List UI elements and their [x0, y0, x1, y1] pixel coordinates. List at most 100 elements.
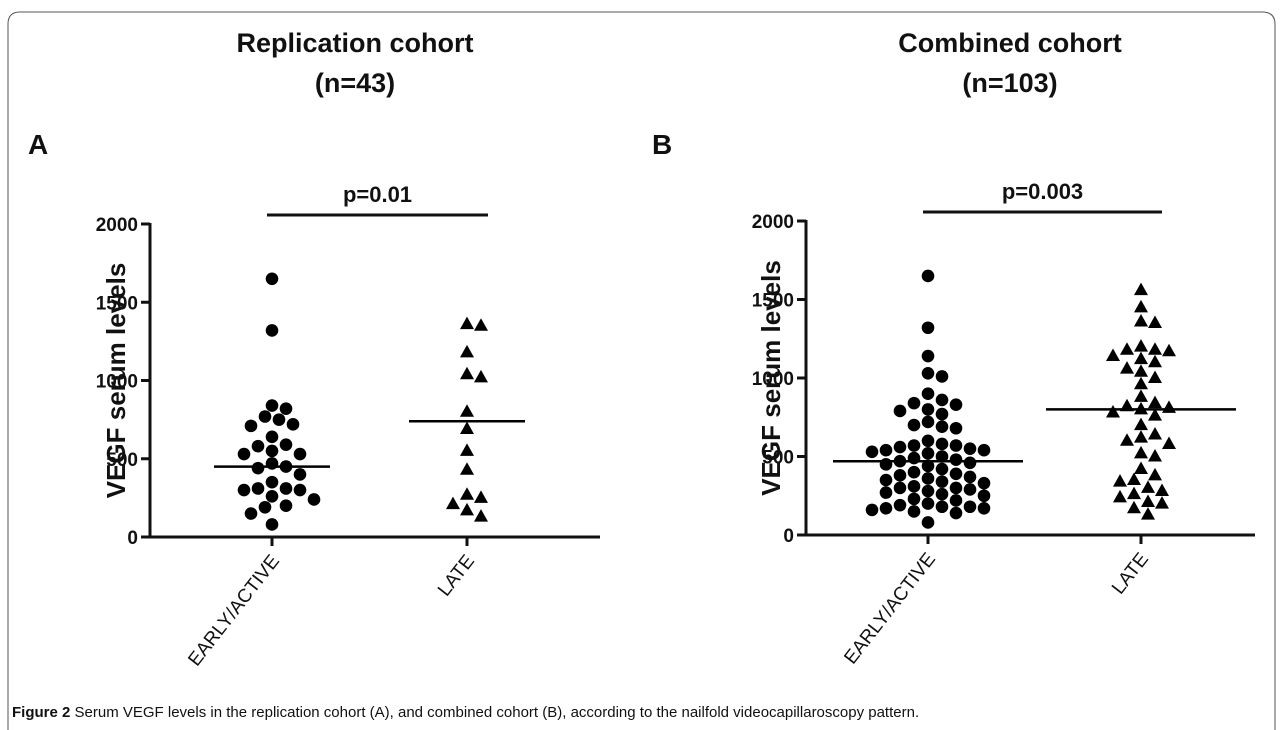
data-point	[921, 269, 935, 283]
data-point	[1141, 507, 1155, 520]
y-tick-label: 1000	[752, 369, 794, 390]
data-point	[237, 447, 251, 461]
x-tick-label: LATE	[1108, 549, 1153, 598]
data-point	[907, 480, 921, 493]
data-point	[1127, 486, 1141, 500]
data-point	[474, 318, 488, 331]
data-point	[474, 490, 488, 503]
data-point	[1148, 449, 1162, 462]
y-tick-label: 0	[127, 528, 138, 549]
data-point	[293, 447, 307, 461]
chart-title: Combined cohort	[898, 28, 1122, 58]
data-point	[474, 369, 488, 383]
data-point	[293, 483, 307, 497]
data-point	[1106, 405, 1120, 418]
data-point	[935, 393, 949, 407]
data-point	[1134, 461, 1148, 475]
y-tick-label: 2000	[96, 215, 138, 236]
data-point	[265, 444, 279, 458]
data-point	[279, 438, 293, 451]
data-point	[1148, 315, 1162, 329]
data-point	[279, 499, 293, 512]
data-point	[907, 505, 921, 518]
data-point	[307, 493, 321, 506]
y-tick-label: 500	[106, 450, 138, 471]
data-point	[460, 404, 474, 417]
data-point	[265, 457, 279, 470]
data-point	[921, 447, 935, 460]
data-point	[1148, 427, 1162, 440]
data-point	[963, 483, 977, 496]
p-value: p=0.003	[1002, 179, 1083, 204]
data-point	[949, 439, 963, 452]
data-point	[1148, 408, 1162, 421]
p-value: p=0.01	[343, 182, 412, 207]
data-point	[265, 518, 279, 531]
data-point	[1155, 483, 1169, 497]
data-point	[1134, 299, 1148, 313]
data-point	[879, 486, 893, 499]
data-point	[1113, 489, 1127, 503]
data-point	[251, 461, 265, 475]
data-point	[460, 443, 474, 456]
data-point	[963, 442, 977, 455]
data-point	[907, 396, 921, 410]
y-tick-label: 2000	[752, 212, 794, 233]
chart-subtitle: (n=103)	[962, 68, 1057, 98]
data-point	[244, 419, 258, 433]
data-point	[1148, 467, 1162, 481]
data-point	[949, 481, 963, 495]
data-point	[258, 500, 272, 514]
data-point	[935, 500, 949, 514]
data-point	[879, 502, 893, 515]
y-tick-label: 1500	[752, 291, 794, 312]
data-point	[949, 494, 963, 507]
data-point	[272, 413, 286, 426]
data-point	[935, 407, 949, 421]
data-point	[1134, 313, 1148, 327]
data-point	[460, 344, 474, 358]
data-point	[921, 415, 935, 429]
data-point	[935, 437, 949, 451]
data-point	[1113, 474, 1127, 487]
data-point	[1127, 500, 1141, 514]
y-tick-label: 1000	[96, 372, 138, 393]
data-point	[921, 321, 935, 335]
data-point	[935, 420, 949, 433]
y-axis-label: VEGF serum levels	[101, 263, 131, 499]
data-point	[1120, 361, 1134, 374]
data-point	[893, 404, 907, 418]
data-point	[963, 500, 977, 514]
data-point	[921, 497, 935, 510]
caption-label: Figure 2	[12, 704, 70, 721]
data-point	[921, 387, 935, 401]
data-point	[977, 476, 991, 490]
x-tick-label: LATE	[434, 551, 479, 600]
data-point	[1134, 389, 1148, 402]
data-point	[1127, 472, 1141, 486]
data-point	[460, 421, 474, 435]
data-point	[935, 462, 949, 476]
data-point	[921, 403, 935, 416]
data-point	[1134, 417, 1148, 431]
data-point	[935, 487, 949, 501]
data-point	[265, 399, 279, 412]
data-point	[1134, 376, 1148, 390]
data-point	[460, 462, 474, 475]
data-point	[265, 490, 279, 503]
data-point	[935, 370, 949, 383]
data-point	[921, 459, 935, 473]
data-point	[1134, 351, 1148, 365]
data-point	[460, 366, 474, 380]
x-tick-label: EARLY/ACTIVE	[184, 551, 284, 670]
data-point	[446, 496, 460, 510]
data-point	[907, 492, 921, 506]
data-point	[907, 465, 921, 479]
chart-title: Replication cohort	[236, 28, 473, 58]
data-point	[1148, 395, 1162, 409]
data-point	[1162, 436, 1176, 449]
caption: Figure 2 Serum VEGF levels in the replic…	[12, 704, 919, 721]
data-point	[1120, 398, 1134, 412]
data-point	[1134, 445, 1148, 459]
